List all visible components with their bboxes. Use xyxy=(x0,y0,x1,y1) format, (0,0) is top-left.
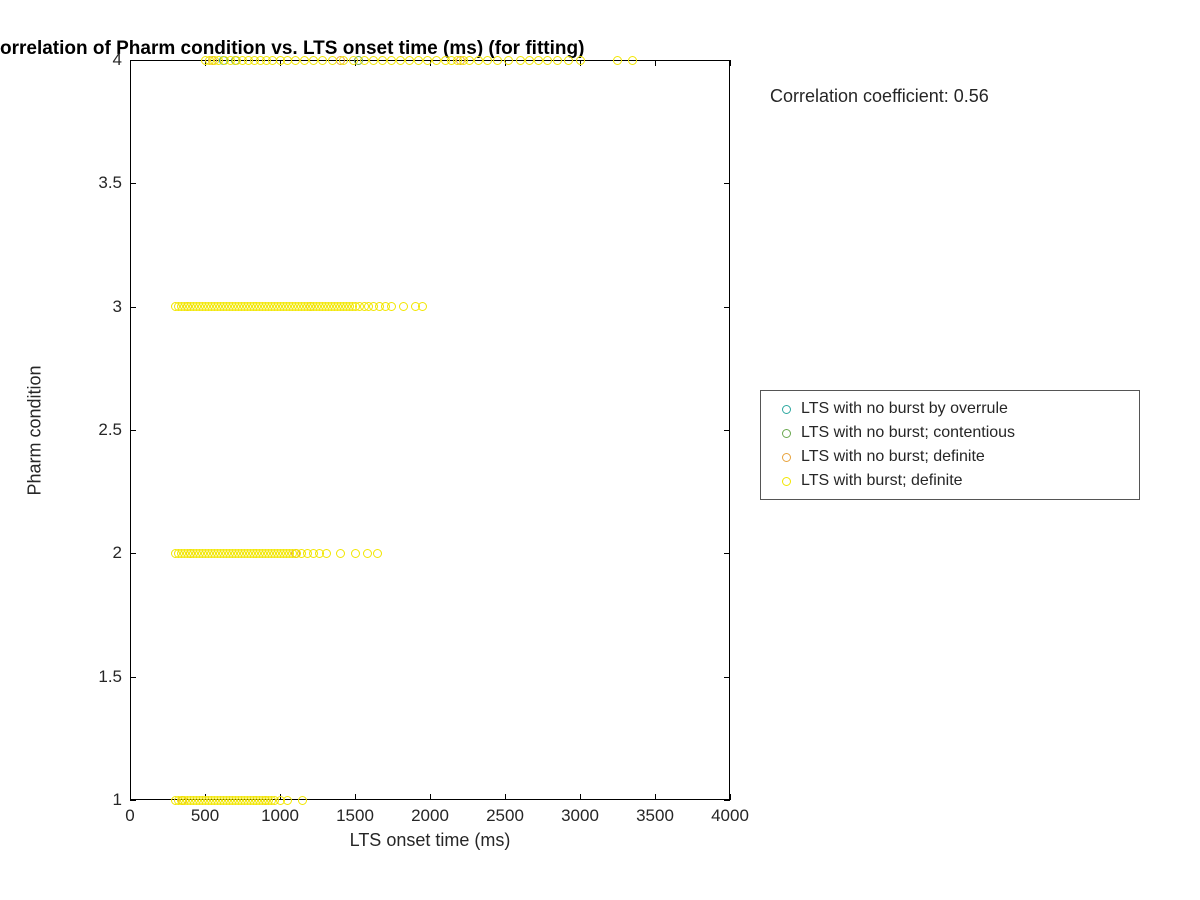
data-point xyxy=(399,302,408,311)
data-point xyxy=(553,56,562,65)
data-point xyxy=(336,549,345,558)
x-tick-label: 4000 xyxy=(705,806,755,826)
y-tick-label: 2 xyxy=(113,543,122,563)
data-point xyxy=(534,56,543,65)
data-point xyxy=(309,56,318,65)
data-point xyxy=(516,56,525,65)
data-point xyxy=(322,549,331,558)
data-point xyxy=(387,56,396,65)
data-point xyxy=(339,56,348,65)
data-point xyxy=(351,549,360,558)
y-tick-label: 1 xyxy=(113,790,122,810)
data-point xyxy=(474,56,483,65)
data-point xyxy=(328,56,337,65)
y-tick-label: 4 xyxy=(113,50,122,70)
data-point xyxy=(543,56,552,65)
y-tick-label: 3.5 xyxy=(98,173,122,193)
y-tick-label: 1.5 xyxy=(98,667,122,687)
data-point xyxy=(369,56,378,65)
x-tick xyxy=(505,794,506,800)
legend-marker-icon xyxy=(771,477,801,486)
x-tick-label: 2500 xyxy=(480,806,530,826)
y-tick-right xyxy=(724,60,730,61)
y-tick xyxy=(130,800,136,801)
y-axis-label: Pharm condition xyxy=(25,351,46,511)
x-tick-label: 3500 xyxy=(630,806,680,826)
plot-area xyxy=(130,60,730,800)
x-axis-label: LTS onset time (ms) xyxy=(330,830,530,851)
data-point xyxy=(576,56,585,65)
x-tick-top xyxy=(730,60,731,66)
x-tick-label: 1500 xyxy=(330,806,380,826)
data-point xyxy=(423,56,432,65)
data-point xyxy=(349,56,358,65)
x-tick xyxy=(580,794,581,800)
y-tick xyxy=(130,307,136,308)
data-point xyxy=(493,56,502,65)
x-tick xyxy=(355,794,356,800)
data-point xyxy=(360,56,369,65)
data-point xyxy=(628,56,637,65)
legend-item: LTS with no burst; definite xyxy=(771,445,1129,469)
data-point xyxy=(318,56,327,65)
correlation-annotation: Correlation coefficient: 0.56 xyxy=(770,86,989,107)
data-point xyxy=(387,302,396,311)
data-point xyxy=(613,56,622,65)
data-point xyxy=(504,56,513,65)
x-tick-top xyxy=(655,60,656,66)
x-tick xyxy=(730,794,731,800)
legend-label: LTS with no burst; definite xyxy=(801,448,985,466)
data-point xyxy=(300,56,309,65)
data-point xyxy=(363,549,372,558)
data-point xyxy=(298,796,307,805)
y-tick-right xyxy=(724,800,730,801)
legend-marker-icon xyxy=(771,405,801,414)
data-point xyxy=(283,796,292,805)
y-tick-right xyxy=(724,430,730,431)
legend: LTS with no burst by overrule LTS with no… xyxy=(760,390,1140,500)
legend-marker-icon xyxy=(771,453,801,462)
data-point xyxy=(432,56,441,65)
y-tick xyxy=(130,430,136,431)
data-point xyxy=(483,56,492,65)
y-tick xyxy=(130,553,136,554)
data-point xyxy=(525,56,534,65)
legend-item: LTS with no burst; contentious xyxy=(771,421,1129,445)
x-tick xyxy=(655,794,656,800)
data-point xyxy=(564,56,573,65)
y-tick-label: 2.5 xyxy=(98,420,122,440)
x-tick xyxy=(430,794,431,800)
legend-label: LTS with no burst by overrule xyxy=(801,400,1008,418)
y-tick-right xyxy=(724,307,730,308)
legend-label: LTS with burst; definite xyxy=(801,472,963,490)
data-point xyxy=(405,56,414,65)
y-tick xyxy=(130,677,136,678)
x-tick-label: 500 xyxy=(180,806,230,826)
y-tick xyxy=(130,183,136,184)
y-tick-right xyxy=(724,677,730,678)
y-tick-right xyxy=(724,183,730,184)
x-tick-label: 1000 xyxy=(255,806,305,826)
x-tick-label: 2000 xyxy=(405,806,455,826)
legend-item: LTS with burst; definite xyxy=(771,469,1129,493)
y-tick-right xyxy=(724,553,730,554)
x-tick-label: 3000 xyxy=(555,806,605,826)
y-tick-label: 3 xyxy=(113,297,122,317)
legend-item: LTS with no burst by overrule xyxy=(771,397,1129,421)
data-point xyxy=(465,56,474,65)
data-point xyxy=(373,549,382,558)
data-point xyxy=(378,56,387,65)
data-point xyxy=(414,56,423,65)
data-point xyxy=(396,56,405,65)
data-point xyxy=(291,56,300,65)
y-tick xyxy=(130,60,136,61)
chart-container: orrelation of Pharm condition vs. LTS on… xyxy=(0,0,1200,900)
legend-marker-icon xyxy=(771,429,801,438)
legend-label: LTS with no burst; contentious xyxy=(801,424,1015,442)
